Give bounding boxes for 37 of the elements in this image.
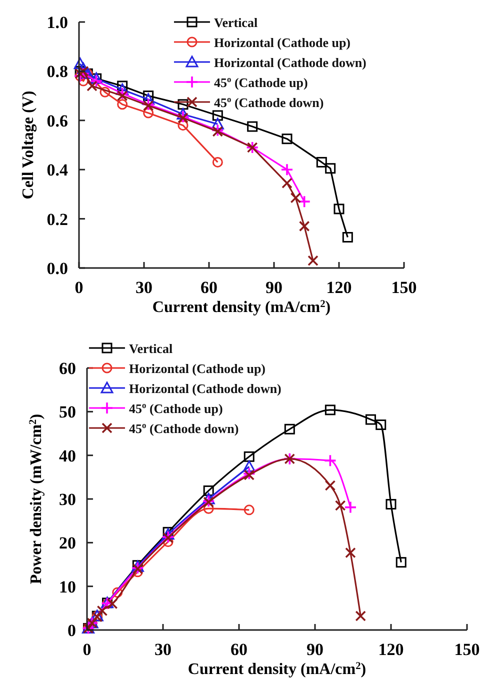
x-tick-label: 90 — [266, 278, 282, 297]
y-tick-label: 0.6 — [46, 111, 68, 130]
legend-label: 45$^{o}$ (Cathode down) — [214, 94, 324, 110]
y-tick-label: 0.4 — [46, 160, 68, 180]
x-tick-label: 60 — [200, 278, 218, 297]
legend-label: 45$^{o}$ (Cathode down) — [129, 420, 239, 436]
x-axis-title: Current density (mA/cm$^{2}$) — [188, 660, 366, 678]
legend-label: Vertical — [129, 341, 173, 356]
legend-label: Horizontal (Cathode down) — [129, 381, 282, 396]
legend-label: 45$^{o}$ (Cathode up) — [129, 400, 223, 416]
y-tick-label: 1.0 — [46, 13, 68, 32]
y-axis-title: Cell Voltage (V) — [20, 90, 37, 200]
legend-label: 45$^{o}$ (Cathode up) — [214, 74, 308, 90]
x-tick-label: 90 — [306, 640, 324, 659]
x-tick-label: 120 — [326, 278, 352, 297]
y-tick-label: 60 — [59, 359, 76, 378]
x-tick-label: 30 — [136, 278, 152, 297]
x-tick-label: 150 — [391, 278, 417, 297]
x-axis-title: Current density (mA/cm$^{2}$) — [152, 298, 331, 316]
legend-label: Vertical — [214, 15, 258, 30]
y-tick-label: 0 — [68, 621, 76, 640]
y-tick-label: 30 — [59, 490, 76, 509]
y-tick-label: 20 — [59, 534, 76, 553]
y-tick-label: 40 — [59, 446, 76, 466]
x-tick-label: 120 — [378, 640, 404, 659]
y-tick-label: 50 — [59, 402, 76, 422]
y-tick-label: 0.8 — [46, 62, 68, 82]
legend-label: Horizontal (Cathode up) — [129, 361, 266, 376]
y-tick-label: 0.0 — [46, 259, 68, 278]
legend-label: Horizontal (Cathode down) — [214, 55, 366, 70]
x-tick-label: 150 — [454, 640, 480, 659]
legend-label: Horizontal (Cathode up) — [214, 35, 350, 50]
x-tick-label: 30 — [154, 640, 172, 659]
x-tick-label: 60 — [230, 640, 248, 659]
y-tick-label: 0.2 — [46, 210, 68, 229]
y-tick-label: 10 — [59, 577, 76, 596]
x-tick-label: 0 — [82, 640, 92, 659]
